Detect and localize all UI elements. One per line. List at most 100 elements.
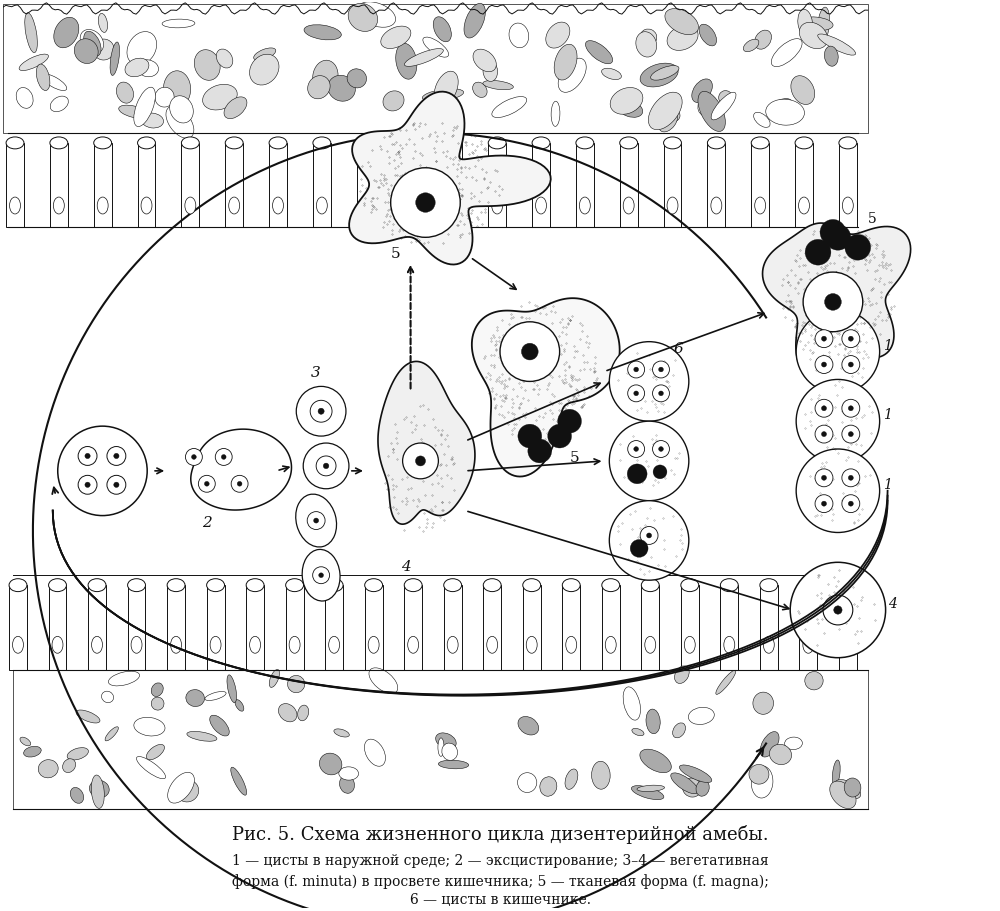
Bar — [523, 586, 541, 670]
Circle shape — [318, 409, 324, 415]
Ellipse shape — [830, 782, 856, 809]
Ellipse shape — [357, 3, 396, 28]
Ellipse shape — [602, 579, 620, 592]
Ellipse shape — [681, 579, 699, 592]
Bar — [483, 586, 501, 670]
Bar — [641, 586, 659, 670]
Ellipse shape — [664, 138, 681, 149]
Circle shape — [659, 392, 663, 396]
Ellipse shape — [540, 777, 557, 796]
Ellipse shape — [518, 717, 539, 735]
Ellipse shape — [328, 77, 355, 102]
Ellipse shape — [108, 671, 140, 686]
Ellipse shape — [6, 138, 24, 149]
Circle shape — [825, 225, 851, 251]
Ellipse shape — [163, 72, 191, 108]
Circle shape — [319, 573, 323, 578]
Ellipse shape — [799, 198, 809, 215]
Circle shape — [653, 362, 669, 379]
Ellipse shape — [447, 637, 458, 653]
Circle shape — [845, 235, 871, 261]
Circle shape — [198, 476, 215, 493]
Ellipse shape — [488, 138, 506, 149]
Ellipse shape — [473, 83, 487, 98]
Ellipse shape — [224, 97, 247, 119]
Ellipse shape — [753, 692, 774, 714]
Ellipse shape — [766, 100, 804, 126]
Ellipse shape — [205, 691, 226, 701]
Circle shape — [634, 447, 639, 452]
Ellipse shape — [551, 102, 560, 128]
Bar — [94, 144, 112, 228]
Bar — [6, 144, 24, 228]
Ellipse shape — [94, 138, 112, 149]
Polygon shape — [763, 224, 911, 377]
Circle shape — [85, 454, 90, 459]
Circle shape — [796, 449, 880, 533]
Ellipse shape — [720, 579, 738, 592]
Ellipse shape — [602, 69, 621, 80]
Circle shape — [107, 476, 126, 495]
Ellipse shape — [141, 114, 164, 128]
Ellipse shape — [302, 550, 340, 601]
Ellipse shape — [623, 687, 640, 721]
Ellipse shape — [554, 46, 577, 81]
Circle shape — [842, 400, 860, 418]
Ellipse shape — [36, 65, 50, 91]
Ellipse shape — [760, 579, 778, 592]
Ellipse shape — [289, 637, 300, 653]
Bar — [401, 144, 418, 228]
Polygon shape — [349, 93, 551, 265]
Ellipse shape — [842, 198, 853, 215]
Bar — [3, 5, 868, 134]
Circle shape — [215, 449, 232, 466]
Ellipse shape — [438, 761, 469, 769]
Ellipse shape — [203, 86, 237, 111]
Ellipse shape — [187, 732, 217, 742]
Ellipse shape — [682, 778, 701, 797]
Ellipse shape — [316, 198, 327, 215]
Ellipse shape — [641, 579, 659, 592]
Ellipse shape — [558, 59, 586, 93]
Text: форма (f. minuta) в просвете кишечника; 5 — тканевая форма (f. magna);: форма (f. minuta) в просвете кишечника; … — [232, 873, 768, 888]
Bar — [707, 144, 725, 228]
Ellipse shape — [532, 138, 550, 149]
Bar — [602, 586, 620, 670]
Ellipse shape — [671, 773, 698, 793]
Ellipse shape — [536, 198, 546, 215]
Circle shape — [815, 425, 833, 444]
Ellipse shape — [49, 579, 66, 592]
Ellipse shape — [88, 579, 106, 592]
Ellipse shape — [227, 675, 237, 703]
Ellipse shape — [365, 579, 383, 592]
Ellipse shape — [772, 99, 792, 112]
Bar — [88, 586, 106, 670]
Ellipse shape — [769, 744, 792, 764]
Circle shape — [415, 456, 426, 466]
Circle shape — [842, 469, 860, 487]
Ellipse shape — [116, 83, 134, 104]
Circle shape — [821, 363, 826, 368]
Ellipse shape — [434, 72, 458, 107]
Ellipse shape — [473, 50, 496, 73]
Ellipse shape — [229, 198, 240, 215]
Ellipse shape — [10, 198, 20, 215]
Bar — [681, 586, 699, 670]
Ellipse shape — [24, 746, 41, 757]
Ellipse shape — [442, 743, 458, 761]
Circle shape — [805, 240, 831, 266]
Circle shape — [842, 496, 860, 513]
Ellipse shape — [698, 92, 725, 132]
Ellipse shape — [185, 198, 196, 215]
Bar — [404, 586, 422, 670]
Circle shape — [628, 362, 645, 379]
Ellipse shape — [444, 138, 462, 149]
Ellipse shape — [632, 729, 644, 736]
Ellipse shape — [141, 198, 152, 215]
Ellipse shape — [357, 138, 375, 149]
Bar — [365, 586, 383, 670]
Ellipse shape — [329, 637, 340, 653]
Ellipse shape — [523, 579, 541, 592]
Ellipse shape — [254, 49, 276, 61]
Ellipse shape — [803, 637, 814, 653]
